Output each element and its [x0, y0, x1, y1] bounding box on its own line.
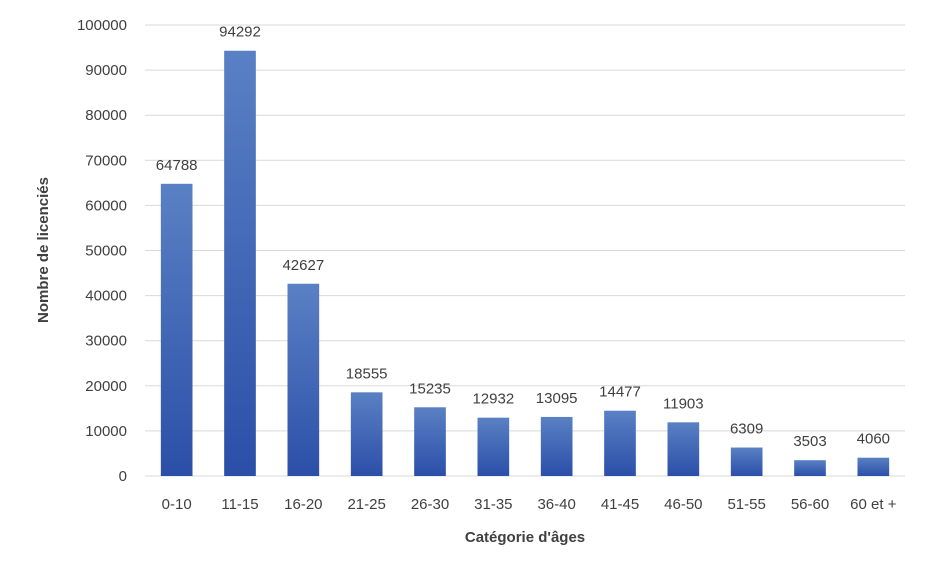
- data-label: 11903: [663, 395, 704, 412]
- x-tick-label: 16-20: [284, 496, 322, 513]
- data-label: 6309: [730, 421, 763, 438]
- y-tick-label: 10000: [85, 423, 127, 440]
- x-axis-ticks: 0-10 11-15 16-20 21-25 26-30 31-35 36-40 41-45 4…: [162, 496, 897, 513]
- bar-11-15: [224, 50, 256, 477]
- bar-41-45: [604, 410, 636, 476]
- bar-56-60: [794, 460, 826, 476]
- bar-60-et-+: [857, 457, 890, 476]
- data-label: 14477: [599, 384, 641, 401]
- bar-46-50: [667, 422, 700, 476]
- y-tick-label: 90000: [85, 62, 127, 79]
- y-tick-label: 70000: [85, 152, 127, 169]
- y-tick-label: 80000: [85, 107, 127, 124]
- y-tick-label: 40000: [85, 288, 127, 305]
- data-label: 94292: [219, 24, 261, 41]
- y-tick-label: 20000: [85, 378, 127, 395]
- bar-36-40: [540, 416, 573, 476]
- bar-16-20: [287, 283, 320, 476]
- data-label: 13095: [536, 390, 578, 407]
- bar-0-10: [160, 183, 193, 476]
- data-label: 64788: [156, 157, 198, 174]
- x-tick-label: 11-15: [221, 496, 258, 513]
- x-tick-label: 46-50: [664, 496, 702, 513]
- x-tick-label: 60 et +: [850, 496, 897, 513]
- bars: [160, 50, 890, 477]
- gridlines: [145, 24, 905, 477]
- x-tick-label: 31-35: [474, 496, 512, 513]
- bar-51-55: [730, 447, 763, 476]
- bar-31-35: [477, 417, 510, 476]
- x-tick-label: 56-60: [791, 496, 829, 513]
- data-label: 3503: [793, 433, 826, 450]
- x-tick-label: 41-45: [601, 496, 639, 513]
- x-tick-label: 26-30: [411, 496, 449, 513]
- x-axis-title: Catégorie d'âges: [465, 529, 585, 546]
- x-tick-label: 21-25: [347, 496, 385, 513]
- y-axis-ticks: 0 10000 20000 30000 40000 50000 60000 70000 8000…: [77, 17, 127, 485]
- bar-26-30: [414, 407, 446, 476]
- y-tick-label: 50000: [85, 243, 127, 260]
- data-labels: 64788 94292 42627 18555 15235 12932 13095 14477…: [156, 24, 890, 450]
- y-tick-label: 30000: [85, 333, 127, 350]
- y-tick-label: 60000: [85, 197, 127, 214]
- data-label: 15235: [409, 380, 451, 397]
- bar-21-25: [350, 392, 383, 476]
- data-label: 12932: [472, 391, 514, 408]
- x-tick-label: 36-40: [537, 496, 575, 513]
- data-label: 18555: [346, 365, 388, 382]
- x-tick-label: 0-10: [162, 496, 192, 513]
- y-tick-label: 0: [119, 468, 127, 485]
- x-tick-label: 51-55: [727, 496, 765, 513]
- y-tick-label: 100000: [77, 17, 127, 34]
- y-axis-title: Nombre de licenciés: [35, 177, 52, 323]
- data-label: 42627: [282, 257, 324, 274]
- data-label: 4060: [857, 431, 890, 448]
